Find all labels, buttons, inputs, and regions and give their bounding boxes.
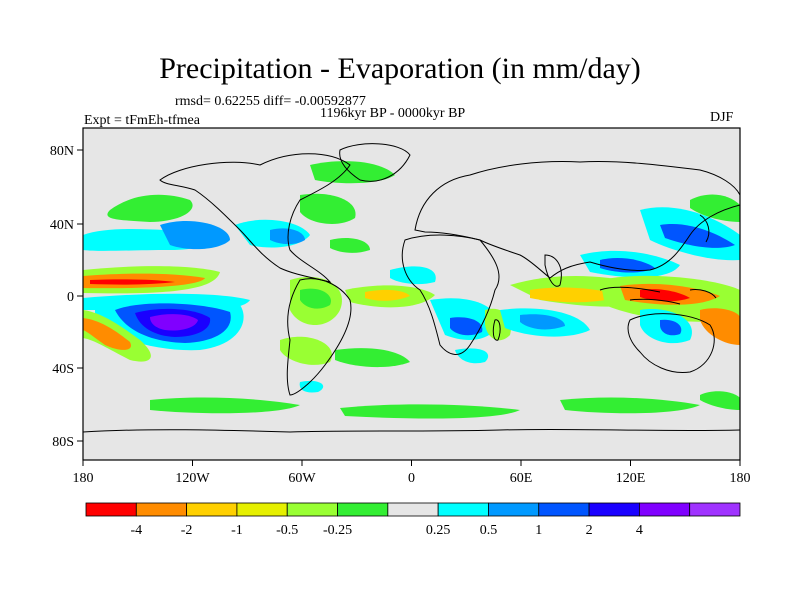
colorbar-label: -2 — [181, 523, 193, 538]
field-patch — [335, 348, 410, 368]
colorbar-swatch — [337, 502, 389, 517]
colorbar-swatch — [538, 502, 590, 517]
colorbar-swatch — [286, 502, 338, 517]
coastlines — [83, 143, 740, 433]
lat-tick-label: 40S — [52, 362, 74, 377]
lat-tick-label: 0 — [67, 290, 74, 305]
colorbar-label: -0.5 — [276, 523, 298, 538]
field-patch — [660, 224, 735, 248]
season-label: DJF — [710, 110, 734, 125]
greenland-coast — [339, 143, 411, 182]
field-patch — [390, 266, 436, 285]
colorbar-swatch — [437, 502, 489, 517]
lon-tick-label: 0 — [408, 471, 415, 486]
period-label: 1196kyr BP - 0000kyr BP — [320, 106, 466, 121]
field-patch — [660, 319, 682, 336]
field-patch — [450, 317, 483, 336]
field-patch — [150, 397, 300, 414]
field-patch — [300, 193, 356, 224]
lat-tick-label: 40N — [50, 218, 74, 233]
field-patch — [340, 404, 520, 419]
field-patch — [160, 220, 230, 250]
antarctica-coast — [83, 428, 740, 433]
colorbar-swatch — [85, 502, 137, 517]
field-patch — [560, 397, 700, 414]
field-patch — [520, 314, 565, 330]
colorbar-swatch — [387, 502, 439, 517]
lon-tick-label: 60W — [288, 471, 316, 486]
field-patch — [330, 238, 370, 253]
colorbar-swatch — [236, 502, 288, 517]
chart-title: Precipitation - Evaporation (in mm/day) — [159, 52, 641, 85]
colorbar-swatch — [135, 502, 188, 517]
field-patch — [90, 279, 175, 285]
colorbar-label: 0.5 — [480, 523, 498, 538]
field-patch — [310, 161, 395, 184]
lon-tick-label: 120E — [616, 471, 646, 486]
colorbar-label: -0.25 — [323, 523, 352, 538]
colorbar-label: 2 — [586, 523, 593, 538]
colorbar-label: -4 — [130, 523, 142, 538]
lon-tick-label: 180 — [73, 471, 94, 486]
field-patch — [600, 257, 655, 273]
colorbar-label: 4 — [636, 523, 643, 538]
field-patch — [700, 308, 740, 345]
field-patch — [270, 228, 305, 245]
colorbar: -4 -2 -1 -0.5 -0.25 0.25 0.5 1 2 4 — [85, 502, 741, 538]
field-patch — [365, 289, 410, 301]
colorbar-swatch — [488, 502, 540, 517]
colorbar-label: -1 — [231, 523, 243, 538]
field-patch — [690, 194, 740, 222]
field-patch — [150, 314, 198, 331]
field-patch — [530, 287, 620, 303]
field-patch — [640, 289, 690, 302]
axes: 80N 40N 0 40S 80S 180 120W 60W 0 60E 120E 180 — [50, 144, 751, 486]
field-patch — [300, 288, 331, 309]
lon-tick-label: 120W — [175, 471, 210, 486]
field-patch — [83, 318, 131, 350]
lat-tick-label: 80S — [52, 435, 74, 450]
japan-coast — [699, 214, 710, 243]
australia-coast — [627, 313, 715, 374]
colorbar-label: 0.25 — [426, 523, 451, 538]
field-patch — [299, 380, 324, 393]
colorbar-label: 1 — [535, 523, 542, 538]
colorbar-swatch — [689, 502, 741, 517]
eurasia-coast — [414, 161, 740, 279]
indonesia-coast — [599, 286, 717, 305]
colorbar-swatch — [638, 502, 691, 517]
field-patch — [700, 391, 740, 410]
india-coast — [544, 254, 562, 287]
field-layer — [83, 161, 740, 419]
field-patch — [280, 336, 332, 365]
lon-tick-label: 60E — [510, 471, 533, 486]
lon-tick-label: 180 — [730, 471, 751, 486]
colorbar-swatch — [186, 502, 238, 517]
experiment-label: Expt = tFmEh-tfmea — [84, 113, 200, 128]
north-america-coast — [159, 153, 351, 283]
stats-label: rmsd= 0.62255 diff= -0.00592877 — [175, 94, 366, 109]
field-patch — [107, 194, 193, 222]
lat-tick-label: 80N — [50, 144, 74, 159]
madagascar-coast — [492, 319, 501, 341]
colorbar-swatch — [588, 502, 640, 517]
south-america-coast — [286, 278, 352, 396]
